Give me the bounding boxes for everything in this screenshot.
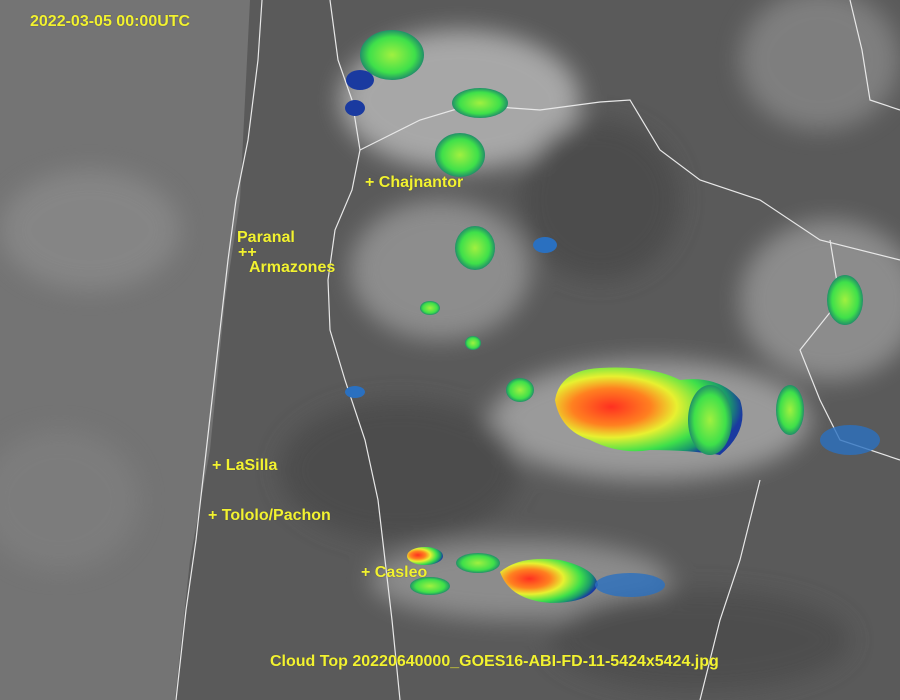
storm-cell (595, 573, 665, 597)
storm-cell (455, 226, 495, 270)
storm-cell (500, 558, 598, 603)
storm-cell (407, 547, 443, 565)
storm-cell (465, 336, 481, 350)
storm-cell (776, 385, 804, 435)
storm-cell (506, 378, 534, 402)
storm-cell (533, 237, 557, 253)
site-tololo-pachon: + Tololo/Pachon (208, 507, 331, 524)
storm-cell (410, 577, 450, 595)
site-paranal: Paranal (237, 229, 295, 246)
storm-cell (345, 100, 365, 116)
storm-cell (688, 385, 732, 455)
storm-cell (827, 275, 863, 325)
storm-cell (452, 88, 508, 118)
site-chajnantor: + Chajnantor (365, 174, 464, 191)
site-markers-paranal-armazones: ++ (238, 244, 257, 261)
storm-cell (420, 301, 440, 315)
timestamp-label: 2022-03-05 00:00UTC (30, 13, 191, 30)
site-armazones: Armazones (249, 259, 336, 276)
site-lasilla: + LaSilla (212, 457, 278, 474)
image-caption: Cloud Top 20220640000_GOES16-ABI-FD-11-5… (270, 653, 719, 670)
storm-cell (345, 386, 365, 398)
storm-cell (360, 30, 424, 80)
cold-cloud-tops (345, 30, 880, 603)
storm-cell (456, 553, 500, 573)
site-casleo: + Casleo (361, 564, 428, 581)
storm-cell (346, 70, 374, 90)
storm-cell (820, 425, 880, 455)
storm-cell (435, 133, 485, 177)
